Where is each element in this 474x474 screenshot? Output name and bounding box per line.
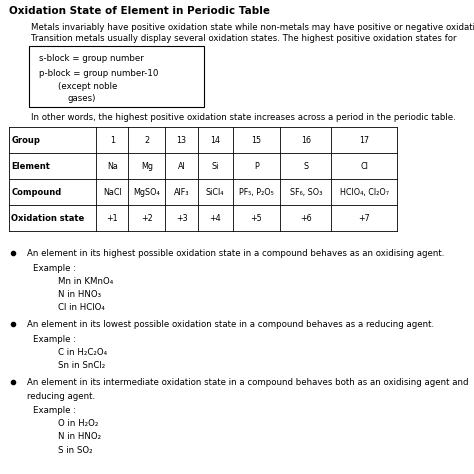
Text: Transition metals usually display several oxidation states. The highest positive: Transition metals usually display severa… xyxy=(31,34,457,43)
Text: Cl: Cl xyxy=(360,162,368,171)
Text: 13: 13 xyxy=(176,136,187,145)
Text: 1: 1 xyxy=(110,136,115,145)
Text: An element in its lowest possible oxidation state in a compound behaves as a red: An element in its lowest possible oxidat… xyxy=(27,320,435,329)
Text: 14: 14 xyxy=(210,136,220,145)
Text: 17: 17 xyxy=(359,136,369,145)
Text: SF₆, SO₃: SF₆, SO₃ xyxy=(290,188,322,197)
Text: (except noble: (except noble xyxy=(58,82,117,91)
Text: Sn in SnCl₂: Sn in SnCl₂ xyxy=(58,361,105,370)
Text: Element: Element xyxy=(11,162,50,171)
Text: C in H₂C₂O₄: C in H₂C₂O₄ xyxy=(58,348,107,357)
FancyBboxPatch shape xyxy=(29,46,204,107)
Text: +4: +4 xyxy=(210,214,221,223)
Text: Example :: Example : xyxy=(33,335,76,344)
Text: Na: Na xyxy=(107,162,118,171)
Text: AlF₃: AlF₃ xyxy=(174,188,189,197)
Text: S in SO₂: S in SO₂ xyxy=(58,446,92,455)
Text: An element in its highest possible oxidation state in a compound behaves as an o: An element in its highest possible oxida… xyxy=(27,249,445,258)
Text: gases): gases) xyxy=(67,94,96,103)
Text: Oxidation State of Element in Periodic Table: Oxidation State of Element in Periodic T… xyxy=(9,6,270,16)
Text: In other words, the highest positive oxidation state increases across a period i: In other words, the highest positive oxi… xyxy=(31,113,456,122)
Text: Example :: Example : xyxy=(33,264,76,273)
Text: +1: +1 xyxy=(107,214,118,223)
Text: 2: 2 xyxy=(145,136,149,145)
Text: PF₅, P₂O₅: PF₅, P₂O₅ xyxy=(239,188,274,197)
Text: HClO₄, Cl₂O₇: HClO₄, Cl₂O₇ xyxy=(339,188,389,197)
Text: p-block = group number-10: p-block = group number-10 xyxy=(39,69,158,78)
Text: An element in its intermediate oxidation state in a compound behaves both as an : An element in its intermediate oxidation… xyxy=(27,378,469,387)
Text: NaCl: NaCl xyxy=(103,188,122,197)
Text: N in HNO₂: N in HNO₂ xyxy=(58,432,101,441)
Text: +3: +3 xyxy=(176,214,187,223)
Text: 16: 16 xyxy=(301,136,311,145)
Text: Metals invariably have positive oxidation state while non-metals may have positi: Metals invariably have positive oxidatio… xyxy=(31,23,474,32)
Text: Mn in KMnO₄: Mn in KMnO₄ xyxy=(58,277,113,286)
Text: 15: 15 xyxy=(251,136,262,145)
Text: +6: +6 xyxy=(300,214,311,223)
Text: Group: Group xyxy=(11,136,40,145)
Text: O in H₂O₂: O in H₂O₂ xyxy=(58,419,98,428)
Text: Cl in HClO₄: Cl in HClO₄ xyxy=(58,303,105,312)
Text: N in HNO₃: N in HNO₃ xyxy=(58,290,101,299)
Text: +2: +2 xyxy=(141,214,153,223)
Text: reducing agent.: reducing agent. xyxy=(27,392,96,401)
Text: MgSO₄: MgSO₄ xyxy=(134,188,160,197)
Text: Si: Si xyxy=(211,162,219,171)
Text: SiCl₄: SiCl₄ xyxy=(206,188,225,197)
Text: Al: Al xyxy=(178,162,185,171)
Text: +5: +5 xyxy=(251,214,262,223)
Text: +7: +7 xyxy=(358,214,370,223)
Text: Mg: Mg xyxy=(141,162,153,171)
Text: P: P xyxy=(254,162,259,171)
Text: Oxidation state: Oxidation state xyxy=(11,214,85,223)
Text: Example :: Example : xyxy=(33,406,76,415)
Text: S: S xyxy=(303,162,308,171)
Text: Compound: Compound xyxy=(11,188,62,197)
Text: s-block = group number: s-block = group number xyxy=(39,54,144,63)
